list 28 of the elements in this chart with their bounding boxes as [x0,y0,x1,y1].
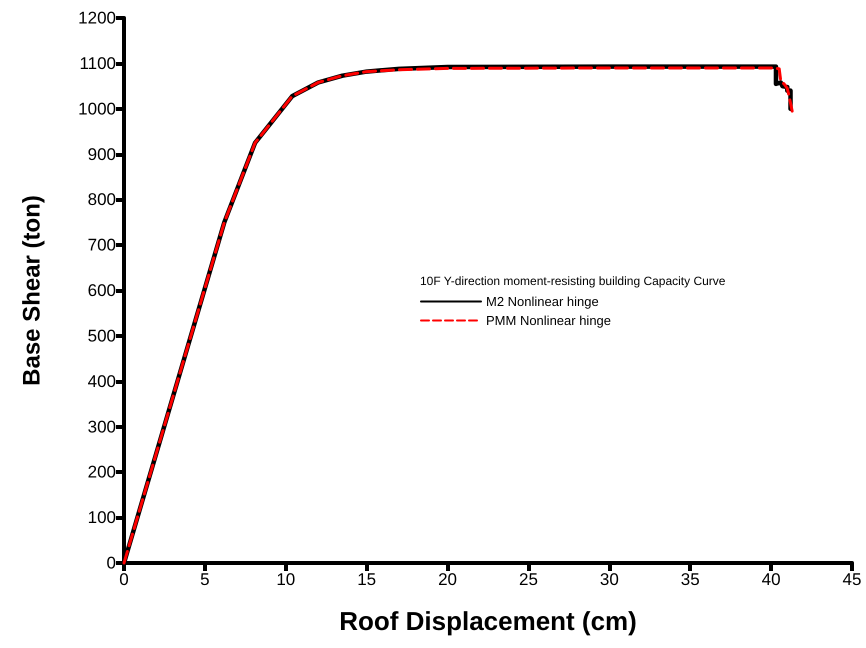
x-tick-label: 40 [762,570,781,589]
y-tick-label: 100 [88,508,116,528]
x-axis-title: Roof Displacement (cm) [339,606,637,636]
y-tick-label: 700 [88,236,116,255]
y-tick-label: 200 [88,462,116,482]
y-tick-label: 1200 [78,8,116,28]
y-axis-title: Base Shear (ton) [18,195,46,386]
x-tick-label: 30 [600,570,619,589]
x-tick-label: 0 [119,570,129,589]
y-tick-label: 400 [88,372,116,391]
x-tick-label: 25 [518,570,538,589]
y-tick-label: 300 [88,417,116,436]
x-tick-label: 20 [438,570,458,589]
legend-label: PMM Nonlinear hinge [486,313,612,328]
y-tick-label: 500 [88,326,116,346]
x-tick-label: 10 [276,570,296,589]
x-tick-label: 15 [357,570,376,589]
x-tick-label: 5 [200,570,210,589]
y-tick-label: 900 [88,144,116,164]
y-tick-label: 600 [88,281,116,300]
y-tick-label: 1000 [78,99,116,118]
legend-title: 10F Y-direction moment-resisting building Capacity Curve [420,274,726,288]
y-tick-label: 800 [88,190,116,210]
y-tick-label: 1100 [79,54,116,73]
x-tick-label: 45 [842,570,862,589]
x-tick-label: 35 [680,570,700,589]
legend-label: M2 Nonlinear hinge [486,294,599,309]
y-tick-label: 0 [106,554,116,572]
